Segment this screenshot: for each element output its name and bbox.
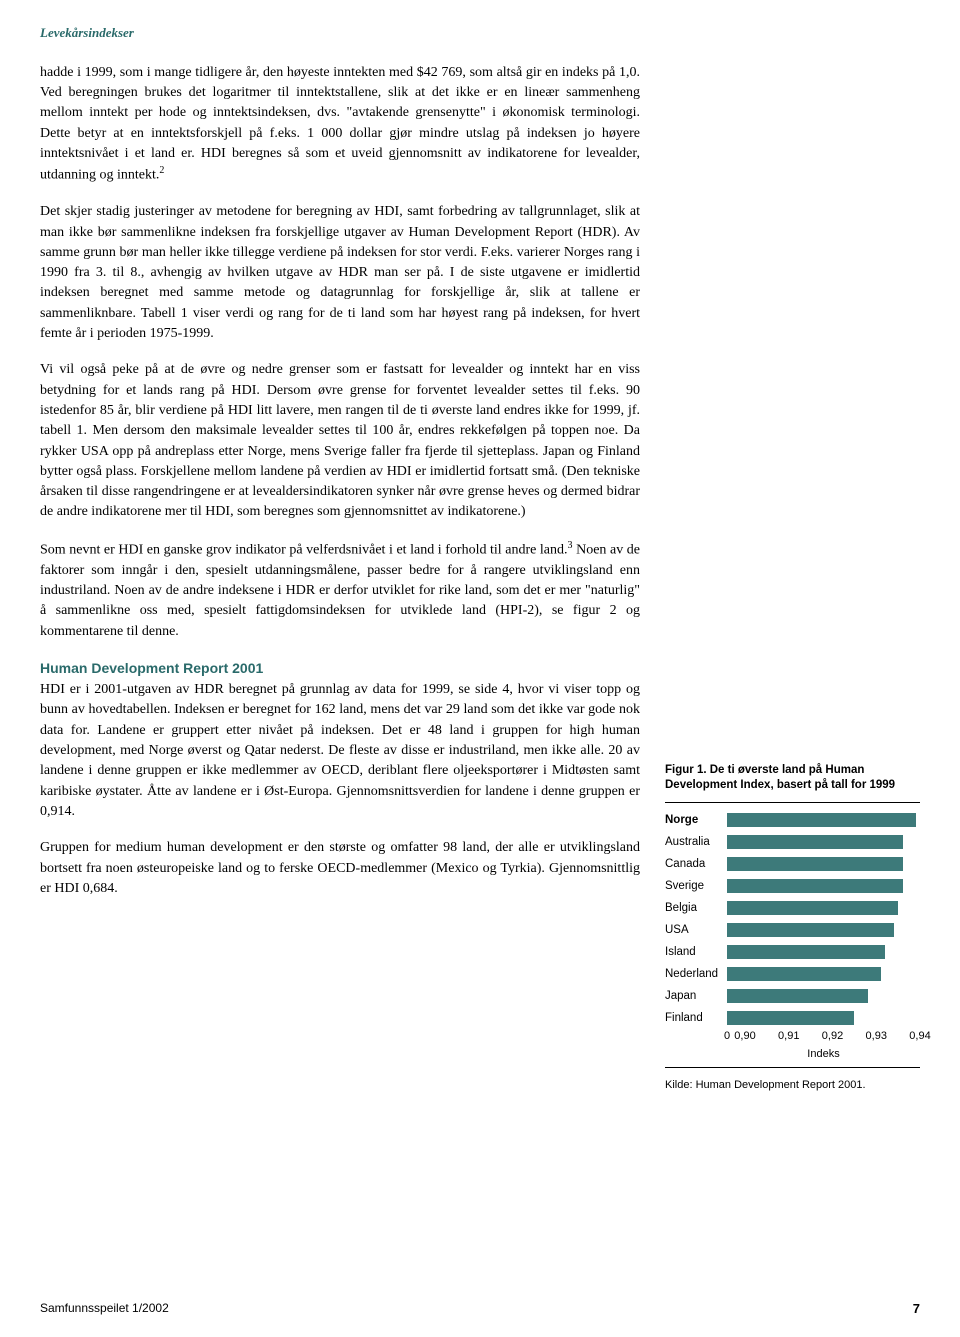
chart-bar bbox=[727, 813, 916, 827]
chart-bar bbox=[727, 857, 903, 871]
chart-row-label: Nederland bbox=[665, 966, 727, 983]
paragraph-3: Vi vil også peke på at de øvre og nedre … bbox=[40, 360, 640, 522]
paragraph-4: Som nevnt er HDI en ganske grov indikato… bbox=[40, 539, 640, 642]
chart-bar-area bbox=[727, 813, 920, 827]
figure-caption: Figur 1. De ti øverste land på Human Dev… bbox=[665, 763, 920, 794]
chart-bar-area bbox=[727, 923, 920, 937]
chart-row: Australia bbox=[665, 831, 920, 853]
section-heading-hdr2001: Human Development Report 2001 bbox=[40, 658, 640, 678]
page-footer: Samfunnsspeilet 1/2002 7 bbox=[40, 1300, 920, 1319]
chart-row-label: USA bbox=[665, 922, 727, 939]
paragraph-2: Det skjer stadig justeringer av metodene… bbox=[40, 202, 640, 344]
chart-row-label: Belgia bbox=[665, 900, 727, 917]
chart-row: Island bbox=[665, 941, 920, 963]
chart-bar-area bbox=[727, 989, 920, 1003]
main-text-column: hadde i 1999, som i mange tidligere år, … bbox=[40, 63, 640, 915]
chart-bar-area bbox=[727, 967, 920, 981]
chart-bar bbox=[727, 879, 903, 893]
paragraph-1-text: hadde i 1999, som i mange tidligere år, … bbox=[40, 65, 640, 183]
page-header-title: Levekårsindekser bbox=[40, 24, 920, 43]
chart-row: Japan bbox=[665, 985, 920, 1007]
paragraph-4a-text: Som nevnt er HDI en ganske grov indikato… bbox=[40, 542, 568, 557]
chart-row: Canada bbox=[665, 853, 920, 875]
chart-bar-area bbox=[727, 835, 920, 849]
chart-row-label: Japan bbox=[665, 988, 727, 1005]
footer-page-number: 7 bbox=[913, 1300, 920, 1319]
paragraph-6: Gruppen for medium human development er … bbox=[40, 838, 640, 899]
chart-x-axis: 00,900,910,920,930,94 bbox=[727, 1029, 920, 1045]
chart-bar-area bbox=[727, 857, 920, 871]
chart-row: Sverige bbox=[665, 875, 920, 897]
chart-row: Norge bbox=[665, 809, 920, 831]
chart-row-label: Norge bbox=[665, 812, 727, 829]
chart-row-label: Finland bbox=[665, 1010, 727, 1027]
chart-tick-label: 0,92 bbox=[822, 1029, 843, 1045]
sidebar-figure: Figur 1. De ti øverste land på Human Dev… bbox=[665, 763, 920, 1094]
chart-row-label: Sverige bbox=[665, 878, 727, 895]
hdi-bar-chart: Norge Australia Canada Sverige Belgia USA Isla… bbox=[665, 802, 920, 1068]
chart-row: Finland bbox=[665, 1007, 920, 1029]
paragraph-5: HDI er i 2001-utgaven av HDR beregnet på… bbox=[40, 680, 640, 822]
chart-bar-area bbox=[727, 879, 920, 893]
chart-bar bbox=[727, 967, 881, 981]
footnote-ref-2: 2 bbox=[159, 165, 164, 176]
chart-tick-label: 0,94 bbox=[909, 1029, 930, 1045]
footer-publication: Samfunnsspeilet 1/2002 bbox=[40, 1300, 169, 1319]
chart-row: Nederland bbox=[665, 963, 920, 985]
chart-bar bbox=[727, 945, 885, 959]
chart-bar-area bbox=[727, 1011, 920, 1025]
chart-bar-area bbox=[727, 901, 920, 915]
chart-tick-label: 0 bbox=[724, 1029, 730, 1045]
chart-x-axis-label: Indeks bbox=[727, 1047, 920, 1063]
chart-row: USA bbox=[665, 919, 920, 941]
chart-row: Belgia bbox=[665, 897, 920, 919]
chart-bar bbox=[727, 901, 898, 915]
chart-bar bbox=[727, 1011, 854, 1025]
paragraph-1: hadde i 1999, som i mange tidligere år, … bbox=[40, 63, 640, 186]
chart-bar-area bbox=[727, 945, 920, 959]
chart-bar bbox=[727, 923, 894, 937]
chart-row-label: Canada bbox=[665, 856, 727, 873]
chart-bar bbox=[727, 835, 903, 849]
chart-row-label: Australia bbox=[665, 834, 727, 851]
chart-tick-label: 0,91 bbox=[778, 1029, 799, 1045]
chart-tick-label: 0,93 bbox=[866, 1029, 887, 1045]
chart-bar bbox=[727, 989, 868, 1003]
chart-row-label: Island bbox=[665, 944, 727, 961]
chart-tick-label: 0,90 bbox=[734, 1029, 755, 1045]
figure-source: Kilde: Human Development Report 2001. bbox=[665, 1078, 920, 1094]
